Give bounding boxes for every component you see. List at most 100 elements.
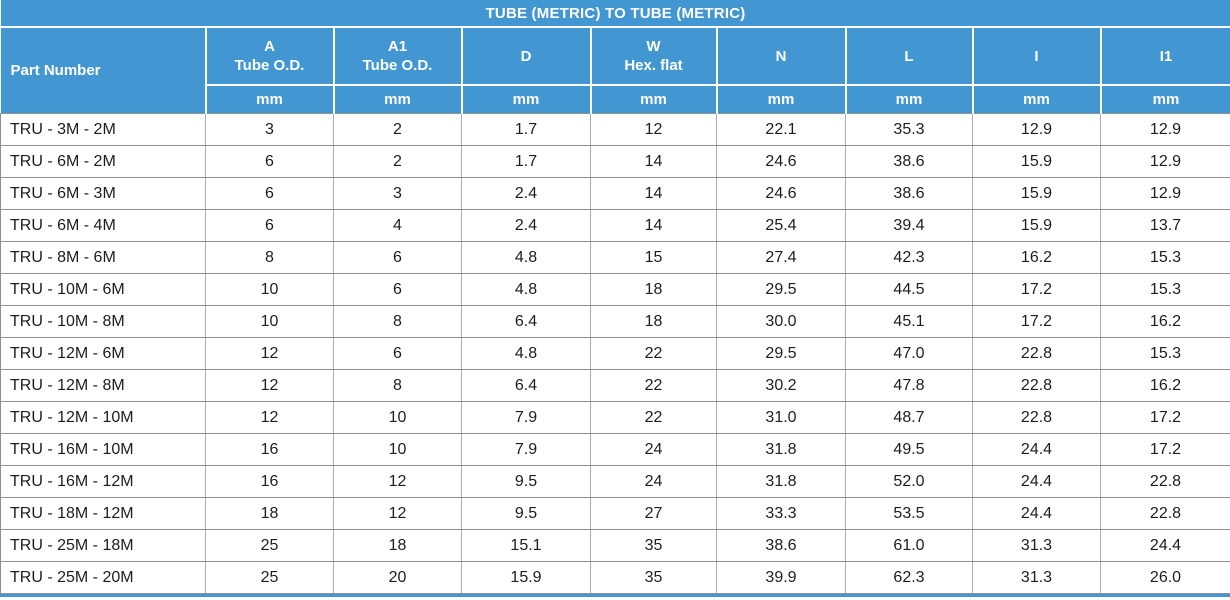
value-cell: 2: [333, 145, 462, 178]
value-cell: 22: [590, 401, 717, 434]
part-number-cell: TRU - 16M - 10M: [0, 433, 206, 466]
column-header-label: I1: [1159, 47, 1173, 65]
value-cell: 12.9: [1100, 177, 1230, 210]
value-cell: 47.0: [845, 337, 973, 370]
value-cell: 16: [205, 433, 334, 466]
value-cell: 12: [590, 113, 717, 146]
unit-cell: mm: [460, 84, 591, 114]
value-cell: 24.4: [972, 497, 1101, 530]
unit-cell: mm: [332, 84, 462, 114]
value-cell: 15.9: [972, 177, 1101, 210]
part-number-cell: TRU - 12M - 6M: [0, 337, 206, 370]
column-header-label: Part Number: [10, 62, 101, 79]
value-cell: 22.8: [972, 401, 1101, 434]
value-cell: 24.6: [716, 177, 846, 210]
part-number-cell: TRU - 3M - 2M: [0, 113, 206, 146]
table-row: TRU - 8M - 6M 8 6 4.8 15 27.4 42.3 16.2 15.3: [0, 241, 1230, 274]
part-number-cell: TRU - 6M - 4M: [0, 209, 206, 242]
value-cell: 15: [590, 241, 717, 274]
value-cell: 24.4: [1100, 529, 1230, 562]
part-number-cell: TRU - 16M - 12M: [0, 465, 206, 498]
part-number-cell: TRU - 10M - 8M: [0, 305, 206, 338]
part-number-cell: TRU - 18M - 12M: [0, 497, 206, 530]
table-row: TRU - 12M - 10M 12 10 7.9 22 31.0 48.7 22.8 17.2: [0, 401, 1230, 434]
value-cell: 17.2: [1100, 401, 1230, 434]
value-cell: 22.8: [972, 337, 1101, 370]
value-cell: 52.0: [845, 465, 973, 498]
value-cell: 4.8: [461, 241, 591, 274]
value-cell: 8: [333, 305, 462, 338]
column-header-sublabel: Tube O.D.: [234, 57, 305, 74]
value-cell: 6: [333, 273, 462, 306]
unit-cell: mm: [1099, 84, 1230, 114]
value-cell: 22.8: [972, 369, 1101, 402]
value-cell: 15.3: [1100, 273, 1230, 306]
column-header-sublabel: Tube O.D.: [362, 57, 433, 74]
value-cell: 35: [590, 529, 717, 562]
value-cell: 39.9: [716, 561, 846, 594]
value-cell: 42.3: [845, 241, 973, 274]
column-header-label: A1: [387, 38, 408, 55]
value-cell: 2.4: [461, 209, 591, 242]
column-header-row: Part Number A Tube O.D. A1 Tube O.D. D W…: [0, 27, 1230, 114]
value-cell: 24.6: [716, 145, 846, 178]
column-header-label: L: [904, 47, 914, 65]
value-cell: 6: [205, 209, 334, 242]
value-cell: 6.4: [461, 369, 591, 402]
value-cell: 26.0: [1100, 561, 1230, 594]
value-cell: 15.9: [461, 561, 591, 594]
value-cell: 10: [205, 305, 334, 338]
value-cell: 48.7: [845, 401, 973, 434]
value-cell: 35: [590, 561, 717, 594]
value-cell: 6: [205, 145, 334, 178]
value-cell: 15.9: [972, 209, 1101, 242]
column-header-n: N: [715, 27, 846, 85]
value-cell: 6: [333, 241, 462, 274]
column-header-i: I: [971, 27, 1101, 85]
value-cell: 16.2: [1100, 369, 1230, 402]
part-number-cell: TRU - 6M - 2M: [0, 145, 206, 178]
value-cell: 24.4: [972, 465, 1101, 498]
value-cell: 38.6: [845, 177, 973, 210]
value-cell: 1.7: [461, 145, 591, 178]
part-number-cell: TRU - 12M - 8M: [0, 369, 206, 402]
unit-cell: mm: [715, 84, 846, 114]
value-cell: 44.5: [845, 273, 973, 306]
value-cell: 9.5: [461, 465, 591, 498]
column-header-sublabel: Hex. flat: [624, 57, 683, 74]
value-cell: 31.3: [972, 561, 1101, 594]
column-header-l: L: [844, 27, 973, 85]
value-cell: 12: [205, 337, 334, 370]
value-cell: 35.3: [845, 113, 973, 146]
value-cell: 31.0: [716, 401, 846, 434]
unit-cell: mm: [844, 84, 973, 114]
value-cell: 22.1: [716, 113, 846, 146]
value-cell: 14: [590, 177, 717, 210]
value-cell: 22.8: [1100, 465, 1230, 498]
column-header-d: D: [460, 27, 591, 85]
value-cell: 16: [205, 465, 334, 498]
column-header-label: N: [775, 47, 787, 65]
value-cell: 22.8: [1100, 497, 1230, 530]
table-row: TRU - 6M - 3M 6 3 2.4 14 24.6 38.6 15.9 12.9: [0, 177, 1230, 210]
value-cell: 45.1: [845, 305, 973, 338]
value-cell: 17.2: [1100, 433, 1230, 466]
value-cell: 15.3: [1100, 337, 1230, 370]
value-cell: 33.3: [716, 497, 846, 530]
value-cell: 13.7: [1100, 209, 1230, 242]
value-cell: 4.8: [461, 273, 591, 306]
value-cell: 30.2: [716, 369, 846, 402]
value-cell: 7.9: [461, 433, 591, 466]
table-row: TRU - 16M - 10M 16 10 7.9 24 31.8 49.5 24.4 17.2: [0, 433, 1230, 466]
value-cell: 20: [333, 561, 462, 594]
value-cell: 12: [205, 401, 334, 434]
value-cell: 39.4: [845, 209, 973, 242]
value-cell: 17.2: [972, 305, 1101, 338]
value-cell: 31.8: [716, 433, 846, 466]
value-cell: 7.9: [461, 401, 591, 434]
value-cell: 38.6: [716, 529, 846, 562]
value-cell: 4: [333, 209, 462, 242]
column-header-label: A: [264, 38, 275, 55]
value-cell: 4.8: [461, 337, 591, 370]
part-number-cell: TRU - 25M - 20M: [0, 561, 206, 594]
